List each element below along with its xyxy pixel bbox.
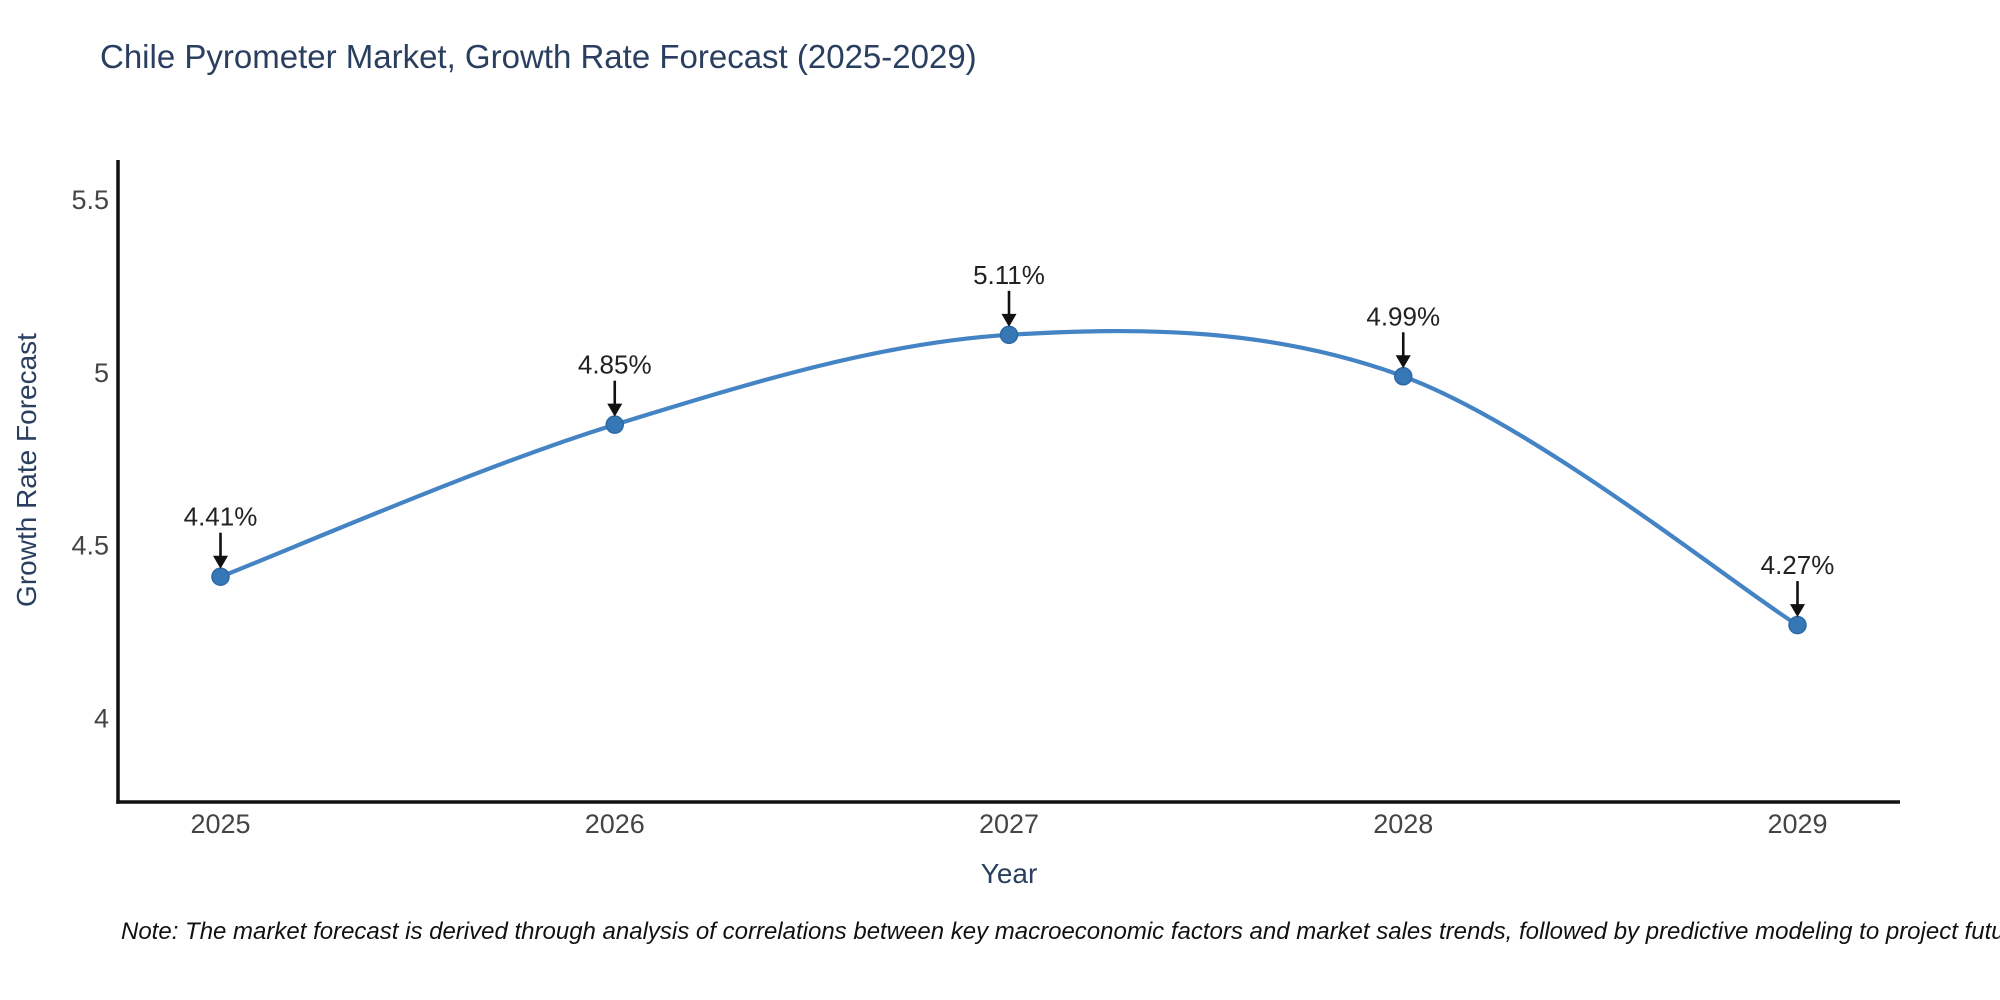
annotation-arrowhead [1789, 604, 1805, 618]
data-label: 5.11% [973, 260, 1045, 290]
data-point-marker[interactable] [605, 415, 625, 434]
data-point-marker[interactable] [1788, 615, 1807, 635]
y-axis-title: Growth Rate Forecast [11, 333, 42, 607]
y-tick-label: 4.5 [71, 531, 109, 561]
annotation-arrowhead [607, 403, 623, 417]
chart-title: Chile Pyrometer Market, Growth Rate Fore… [100, 38, 977, 75]
annotation-arrowhead [1395, 355, 1411, 369]
y-tick-label: 4 [94, 703, 109, 733]
footnote: Note: The market forecast is derived thr… [121, 918, 2000, 945]
annotation-arrowhead [1001, 313, 1017, 327]
x-tick-label: 2025 [190, 809, 250, 839]
x-tick-label: 2027 [979, 809, 1039, 839]
forecast-line [218, 328, 1800, 628]
x-tick-label: 2029 [1767, 809, 1827, 839]
annotation-arrowhead [213, 555, 229, 569]
data-point-marker[interactable] [1393, 367, 1413, 386]
x-tick-label: 2028 [1373, 809, 1433, 839]
data-label: 4.27% [1761, 550, 1835, 580]
data-point-marker[interactable] [999, 325, 1019, 345]
data-point-marker[interactable] [211, 567, 230, 586]
data-label: 4.99% [1366, 301, 1440, 331]
y-tick-label: 5 [94, 358, 109, 388]
data-label: 4.85% [578, 350, 652, 380]
x-tick-label: 2026 [585, 809, 645, 839]
x-axis-title: Year [980, 858, 1038, 889]
data-label: 4.41% [184, 502, 258, 532]
y-tick-label: 5.5 [71, 185, 109, 215]
